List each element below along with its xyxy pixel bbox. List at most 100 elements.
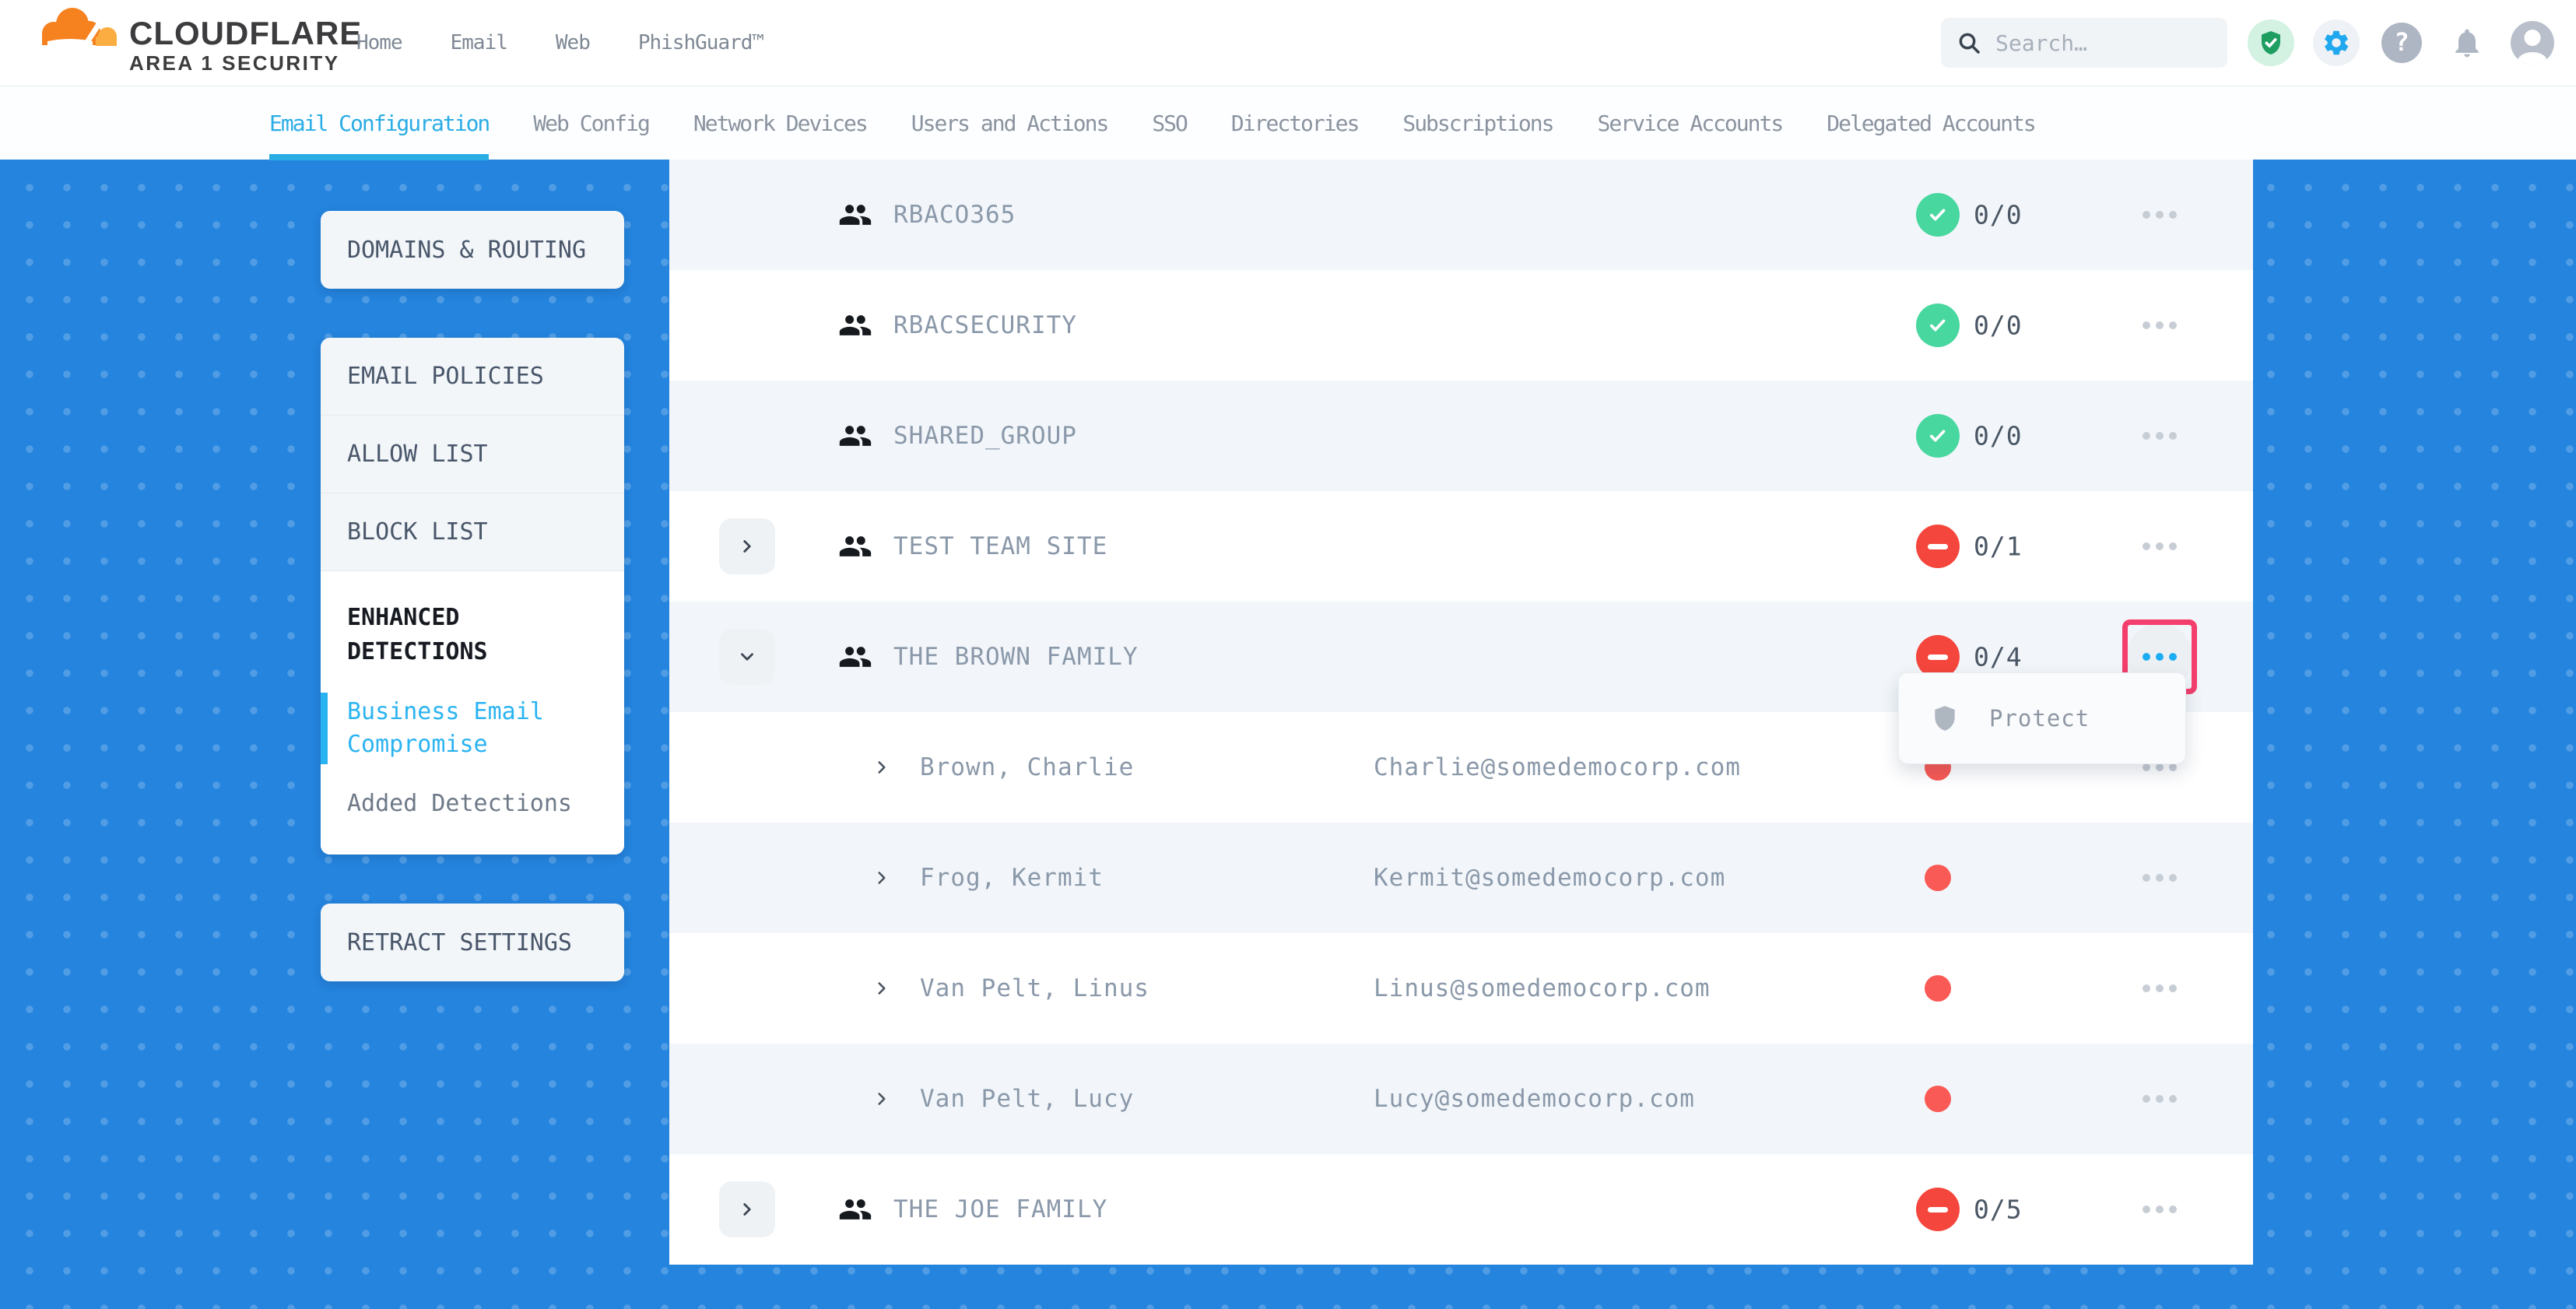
shield-check-icon <box>2248 19 2294 66</box>
group-name: RBACO365 <box>893 201 1016 229</box>
sidebar-card-policies: EMAIL POLICIES ALLOW LIST BLOCK LIST ENH… <box>321 338 624 855</box>
topbar-icon-cluster <box>2248 0 2556 86</box>
sidebar-item-added-detections[interactable]: Added Detections <box>347 790 572 817</box>
detection-count: 0/0 <box>1974 199 2023 230</box>
sidebar-item-retract-settings[interactable]: RETRACT SETTINGS <box>321 904 624 981</box>
groups-table: RBACO365 0/0 RBACSECURITY 0/0 SHARED_GRO… <box>669 160 2253 1265</box>
sidebar-item-block-list[interactable]: BLOCK LIST <box>321 493 624 571</box>
sidebar-item-label: ALLOW LIST <box>347 440 488 468</box>
status-protected-badge <box>1916 193 1960 237</box>
sidebar-item-domains-routing[interactable]: DOMAINS & ROUTING <box>321 211 624 289</box>
tab-service-accounts[interactable]: Service Accounts <box>1597 110 1785 136</box>
sidebar-item-label: EMAIL POLICIES <box>347 363 544 390</box>
check-icon <box>1930 430 1946 442</box>
row-actions-button[interactable] <box>2126 181 2193 248</box>
brand-logo[interactable]: CLOUDFLARE AREA 1 SECURITY <box>33 5 362 75</box>
sidebar-item-label: DOMAINS & ROUTING <box>347 236 587 264</box>
brand-subtitle: AREA 1 SECURITY <box>129 51 340 75</box>
minus-icon <box>1928 543 1948 549</box>
table-row: RBACO365 0/0 <box>669 160 2253 270</box>
tab-users-and-actions[interactable]: Users and Actions <box>911 110 1110 136</box>
collapse-row-button[interactable] <box>719 629 775 685</box>
group-people-icon <box>839 647 872 667</box>
member-chevron-icon <box>878 982 886 995</box>
sidebar-item-allow-list[interactable]: ALLOW LIST <box>321 416 624 493</box>
sidebar: DOMAINS & ROUTING EMAIL POLICIES ALLOW L… <box>321 211 624 981</box>
expand-row-button[interactable] <box>719 518 775 574</box>
row-actions-button[interactable] <box>2126 955 2193 1022</box>
table-row: RBACSECURITY 0/0 <box>669 270 2253 381</box>
status-unprotected-badge <box>1916 635 1960 679</box>
tab-delegated-accounts[interactable]: Delegated Accounts <box>1827 110 2036 136</box>
row-actions-button[interactable] <box>2126 1176 2193 1243</box>
status-unprotected-badge <box>1916 525 1960 568</box>
account-button[interactable] <box>2509 19 2556 66</box>
sidebar-item-label: BLOCK LIST <box>347 518 488 546</box>
tab-network-devices[interactable]: Network Devices <box>693 110 869 136</box>
tab-web-config[interactable]: Web Config <box>533 110 651 136</box>
status-unprotected-badge <box>1916 1188 1960 1231</box>
question-icon <box>2381 23 2422 63</box>
sidebar-card-retract: RETRACT SETTINGS <box>321 904 624 981</box>
expand-row-button[interactable] <box>719 1181 775 1237</box>
status-unprotected-dot <box>1925 1086 1951 1112</box>
sidebar-item-email-policies[interactable]: EMAIL POLICIES <box>321 338 624 416</box>
tab-subscriptions[interactable]: Subscriptions <box>1402 110 1554 136</box>
group-people-icon <box>839 205 872 225</box>
detection-count: 0/0 <box>1974 420 2023 451</box>
notifications-button[interactable] <box>2444 19 2490 66</box>
row-actions-button[interactable] <box>2126 292 2193 359</box>
member-chevron-icon <box>878 1093 886 1105</box>
settings-button[interactable] <box>2313 19 2360 66</box>
content-canvas: DOMAINS & ROUTING EMAIL POLICIES ALLOW L… <box>0 160 2576 1309</box>
row-actions-button[interactable] <box>2126 844 2193 911</box>
detection-count: 0/1 <box>1974 531 2023 562</box>
group-people-icon <box>839 315 872 335</box>
tab-sso[interactable]: SSO <box>1152 110 1188 136</box>
search-box <box>1941 18 2227 68</box>
avatar-icon <box>2511 21 2554 65</box>
table-row: Brown, Charlie Charlie@somedemocorp.com <box>669 712 2253 823</box>
search-input[interactable] <box>1995 30 2212 56</box>
sidebar-item-business-email-compromise[interactable]: Business Email Compromise <box>321 693 598 764</box>
context-menu: Protect <box>1898 672 2186 764</box>
sidebar-item-label: RETRACT SETTINGS <box>347 928 572 956</box>
row-actions-button[interactable] <box>2126 402 2193 469</box>
search-icon <box>1959 33 1980 54</box>
member-chevron-icon <box>878 872 886 884</box>
sidebar-card-domains: DOMAINS & ROUTING <box>321 211 624 289</box>
member-email: Charlie@somedemocorp.com <box>1374 753 1741 781</box>
table-row: Van Pelt, Linus Linus@somedemocorp.com <box>669 933 2253 1044</box>
group-name: RBACSECURITY <box>893 311 1077 339</box>
topnav-item-email[interactable]: Email <box>450 31 508 54</box>
status-unprotected-dot <box>1925 975 1951 1002</box>
minus-icon <box>1928 654 1948 660</box>
member-email: Lucy@somedemocorp.com <box>1374 1085 1695 1113</box>
member-email: Kermit@somedemocorp.com <box>1374 864 1726 892</box>
member-name: Van Pelt, Linus <box>920 974 1149 1002</box>
topnav-item-web[interactable]: Web <box>555 31 591 54</box>
member-name: Frog, Kermit <box>920 864 1104 892</box>
group-people-icon <box>839 536 872 556</box>
check-icon <box>1930 209 1946 221</box>
row-actions-button[interactable] <box>2126 1065 2193 1132</box>
status-protected-badge <box>1916 414 1960 458</box>
shield-icon <box>1935 706 1955 731</box>
tab-directories[interactable]: Directories <box>1230 110 1360 136</box>
cloudflare-cloud-icon <box>42 8 117 51</box>
minus-icon <box>1928 1206 1948 1212</box>
chevron-right-icon <box>743 1203 751 1216</box>
group-name: THE JOE FAMILY <box>893 1195 1108 1223</box>
top-bar: CLOUDFLARE AREA 1 SECURITY Home Email We… <box>0 0 2576 86</box>
help-button[interactable] <box>2378 19 2425 66</box>
row-actions-button[interactable] <box>2126 513 2193 580</box>
row-actions-button[interactable] <box>2126 734 2193 801</box>
tab-email-configuration[interactable]: Email Configuration <box>269 86 490 160</box>
menu-item-protect[interactable]: Protect <box>1899 673 2185 763</box>
topnav-item-home[interactable]: Home <box>356 31 403 54</box>
member-chevron-icon <box>878 761 886 774</box>
security-status-button[interactable] <box>2248 19 2294 66</box>
topnav-item-phishguard[interactable]: PhishGuard™ <box>637 31 764 54</box>
top-nav: Home Email Web PhishGuard™ <box>356 0 764 86</box>
detection-count: 0/5 <box>1974 1194 2023 1225</box>
